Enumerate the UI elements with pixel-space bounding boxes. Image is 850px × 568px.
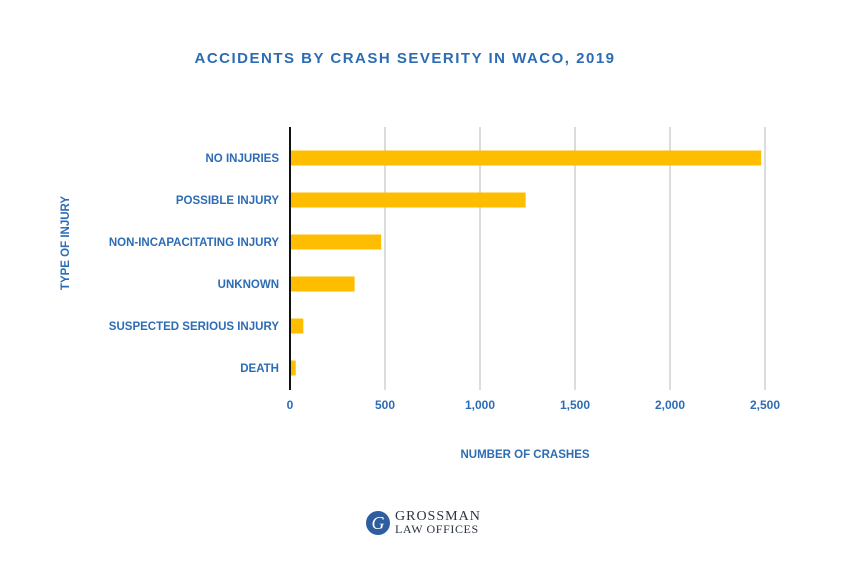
bar-5 bbox=[290, 360, 296, 376]
bar-2 bbox=[290, 234, 382, 250]
category-labels: NO INJURIES POSSIBLE INJURY NON-INCAPACITA… bbox=[109, 153, 280, 375]
bar-chart: NO INJURIES POSSIBLE INJURY NON-INCAPACITA… bbox=[60, 127, 781, 461]
category-label-4: SUSPECTED SERIOUS INJURY bbox=[109, 321, 280, 333]
tick-label-500: 500 bbox=[375, 398, 395, 412]
bar-0 bbox=[290, 150, 762, 166]
bar-4 bbox=[290, 318, 304, 334]
bar-3 bbox=[290, 276, 355, 292]
grossman-logo: G GROSSMAN LAW OFFICES bbox=[366, 508, 481, 538]
tick-labels: 0 500 1,000 1,500 2,000 2,500 bbox=[287, 398, 781, 412]
tick-label-2500: 2,500 bbox=[750, 398, 780, 412]
logo-line-2: LAW OFFICES bbox=[395, 522, 479, 536]
category-label-2: NON-INCAPACITATING INJURY bbox=[109, 237, 279, 249]
tick-label-1000: 1,000 bbox=[465, 398, 495, 412]
category-label-3: UNKNOWN bbox=[218, 279, 279, 291]
bar-1 bbox=[290, 192, 526, 208]
category-label-1: POSSIBLE INJURY bbox=[176, 195, 279, 207]
bars bbox=[290, 150, 762, 376]
logo-g-icon: G bbox=[366, 511, 390, 535]
x-axis-title: NUMBER OF CRASHES bbox=[460, 449, 589, 461]
chart-title: ACCIDENTS BY CRASH SEVERITY IN WACO, 201… bbox=[194, 50, 616, 67]
tick-label-2000: 2,000 bbox=[655, 398, 685, 412]
y-axis-title: TYPE OF INJURY bbox=[60, 196, 72, 290]
logo-text: GROSSMAN LAW OFFICES bbox=[395, 509, 481, 536]
category-label-0: NO INJURIES bbox=[206, 153, 280, 165]
tick-label-1500: 1,500 bbox=[560, 398, 590, 412]
grid-lines bbox=[384, 127, 766, 390]
category-label-5: DEATH bbox=[240, 363, 279, 375]
logo-line-1: GROSSMAN bbox=[395, 509, 481, 524]
tick-label-0: 0 bbox=[287, 398, 294, 412]
